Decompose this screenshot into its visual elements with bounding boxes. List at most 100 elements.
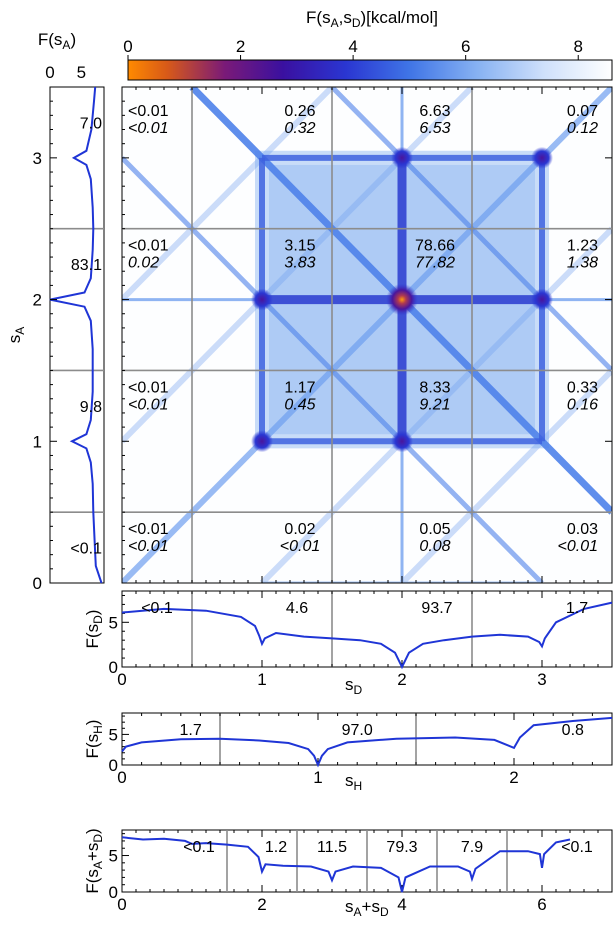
heatmap-cell-value-alt: <0.01 [558, 538, 598, 555]
heatmap-cell-value: <0.01 [128, 521, 169, 538]
heatmap-cell-value-alt: 0.32 [284, 120, 315, 137]
heatmap-y-tick-label: 3 [33, 149, 42, 168]
heatmap-cell-value-alt: 3.83 [284, 255, 315, 272]
profile-region-label: 7.9 [461, 839, 483, 856]
profile-x-label: sA​+sD​ [345, 897, 389, 919]
heatmap-diagonal-band [122, 87, 612, 583]
side-panel-region-label: 7.0 [80, 115, 102, 132]
heatmap-cell-value: <0.01 [128, 379, 169, 396]
side-panel-region-label: 83.1 [71, 257, 102, 274]
side-panel-frame [49, 86, 105, 584]
side-panel-curve [49, 86, 103, 584]
heatmap-cell-value: 0.33 [567, 379, 598, 396]
profile-region-label: 1.7 [179, 722, 201, 739]
heatmap-cell-value: 1.23 [567, 238, 598, 255]
profile-x-label: sD​ [345, 675, 363, 697]
heatmap-minimum [391, 146, 413, 169]
profile-panel: 0 1 2 3 0 5 <0.1 4.6 93.7 1.7 sD​ F(sD​) [83, 590, 613, 697]
colorbar-tick-label: 4 [348, 37, 357, 56]
profile-y-tick-label: 0 [109, 756, 118, 775]
heatmap-minimum [531, 288, 553, 311]
heatmap-cell-values: <0.01<0.010.260.326.636.530.070.12<0.010… [122, 87, 612, 583]
heatmap-diagonal-band [259, 226, 612, 583]
heatmap-cell-value-alt: <0.01 [280, 538, 320, 555]
profile-x-tick-label: 1 [313, 768, 322, 787]
colorbar-tick-label: 8 [573, 37, 582, 56]
profile-x-tick-label: 3 [537, 670, 546, 689]
side-panel-region-label: <0.1 [70, 541, 102, 558]
heatmap-cell-value: 0.02 [284, 521, 315, 538]
profile-y-tick-label: 5 [109, 847, 118, 866]
profile-panel: 0 2 4 6 0 5 <0.1 1.2 11.5 79.3 7.9 <0.1 sA​+sD​ F(sA​… [83, 828, 613, 919]
heatmap-diagonal-band [122, 87, 475, 444]
profile-x-label: sH​ [345, 771, 362, 793]
heatmap-cell-value-alt: 0.16 [567, 396, 598, 413]
colorbar-bar [127, 59, 613, 81]
heatmap-minimum [531, 146, 553, 169]
profile-region-label: 1.2 [265, 839, 287, 856]
profile-y-tick-label: 5 [109, 725, 118, 744]
profile-panel: 0 1 2 0 5 1.7 97.0 0.8 sH​ F(sH​) [83, 712, 613, 793]
colorbar-tick-label: 0 [123, 37, 132, 56]
heatmap-diagonal-band [399, 368, 612, 583]
heatmap-cell-value: 0.26 [284, 103, 315, 120]
heatmap-cell-value: <0.01 [128, 103, 169, 120]
profile-y-label: F(sD​) [83, 610, 105, 649]
heatmap-y-tick-label: 0 [33, 574, 42, 593]
colorbar-label: F(sA,sD)[kcal/mol] [306, 8, 438, 30]
heatmap-minimum [386, 283, 418, 316]
side-panel-x-tick-label: 5 [77, 63, 86, 82]
heatmap-cell-value-alt: 77.82 [415, 255, 455, 272]
profile-region-label: 0.8 [562, 722, 584, 739]
heatmap-cell-value: 0.05 [419, 521, 450, 538]
profile-y-tick-label: 5 [109, 613, 118, 632]
profile-x-tick-label: 2 [397, 670, 406, 689]
heatmap-cell-value: 6.63 [419, 103, 450, 120]
heatmap-diagonal-band [122, 87, 335, 302]
heatmap-cell-value-alt: <0.01 [128, 120, 168, 137]
heatmap-cell-value-alt: 9.21 [419, 396, 450, 413]
colorbar-tick-labels: 0 2 4 6 8 [123, 37, 583, 60]
heatmap-y-tick-label: 2 [33, 291, 42, 310]
profile-frame [121, 590, 613, 668]
heatmap-cell-value: 78.66 [415, 238, 455, 255]
heatmap-cell-value: 0.03 [567, 521, 598, 538]
heatmap-y-ticks: 0 1 2 3 [33, 87, 612, 593]
profile-x-tick-label: 4 [397, 895, 406, 914]
side-panel-title: F(sA) [38, 30, 76, 52]
heatmap-cell-value: 1.17 [284, 379, 315, 396]
main-heatmap: <0.01<0.010.260.326.636.530.070.12<0.010… [5, 86, 613, 593]
heatmap-cell-value: 3.15 [284, 238, 315, 255]
profile-region-label: <0.1 [183, 839, 215, 856]
heatmap-field [122, 87, 612, 583]
profile-y-tick-label: 0 [109, 883, 118, 902]
heatmap-cell-value-alt: 0.12 [567, 120, 598, 137]
profile-region-label: 93.7 [421, 600, 452, 617]
heatmap-cell-value: <0.01 [128, 238, 169, 255]
profile-x-tick-label: 2 [509, 768, 518, 787]
heatmap-minimum [251, 288, 273, 311]
side-panel-region-label: 9.8 [80, 399, 102, 416]
profile-panels: 012305<0.14.693.71.7sD​F(sD​)012051.797.… [83, 590, 613, 919]
side-panel: F(sA) 0 5 7.0 83.1 9.8 <0.1 [38, 30, 105, 584]
heatmap-cell-value-alt: <0.01 [128, 396, 168, 413]
profile-curve [121, 601, 613, 670]
heatmap-y-tick-label: 1 [33, 432, 42, 451]
profile-region-label: 79.3 [386, 839, 417, 856]
profile-y-label: F(sA​+sD​) [83, 828, 105, 893]
profile-x-tick-label: 2 [257, 895, 266, 914]
heatmap-cell-value-alt: 0.02 [128, 255, 159, 272]
profile-region-label: <0.1 [141, 600, 173, 617]
colorbar: F(sA,sD)[kcal/mol] 0 2 4 6 8 [123, 8, 613, 81]
profile-curve [121, 836, 571, 893]
profile-x-tick-label: 0 [117, 768, 126, 787]
profile-region-label: 11.5 [317, 839, 347, 856]
profile-region-label: 1.7 [566, 600, 588, 617]
profile-x-tick-label: 0 [117, 895, 126, 914]
profile-x-tick-label: 0 [117, 670, 126, 689]
side-panel-content: 7.0 83.1 9.8 <0.1 [49, 86, 104, 584]
side-panel-x-tick-label: 0 [45, 63, 54, 82]
heatmap-grid [122, 87, 612, 583]
heatmap-cell-value: 0.07 [567, 103, 598, 120]
